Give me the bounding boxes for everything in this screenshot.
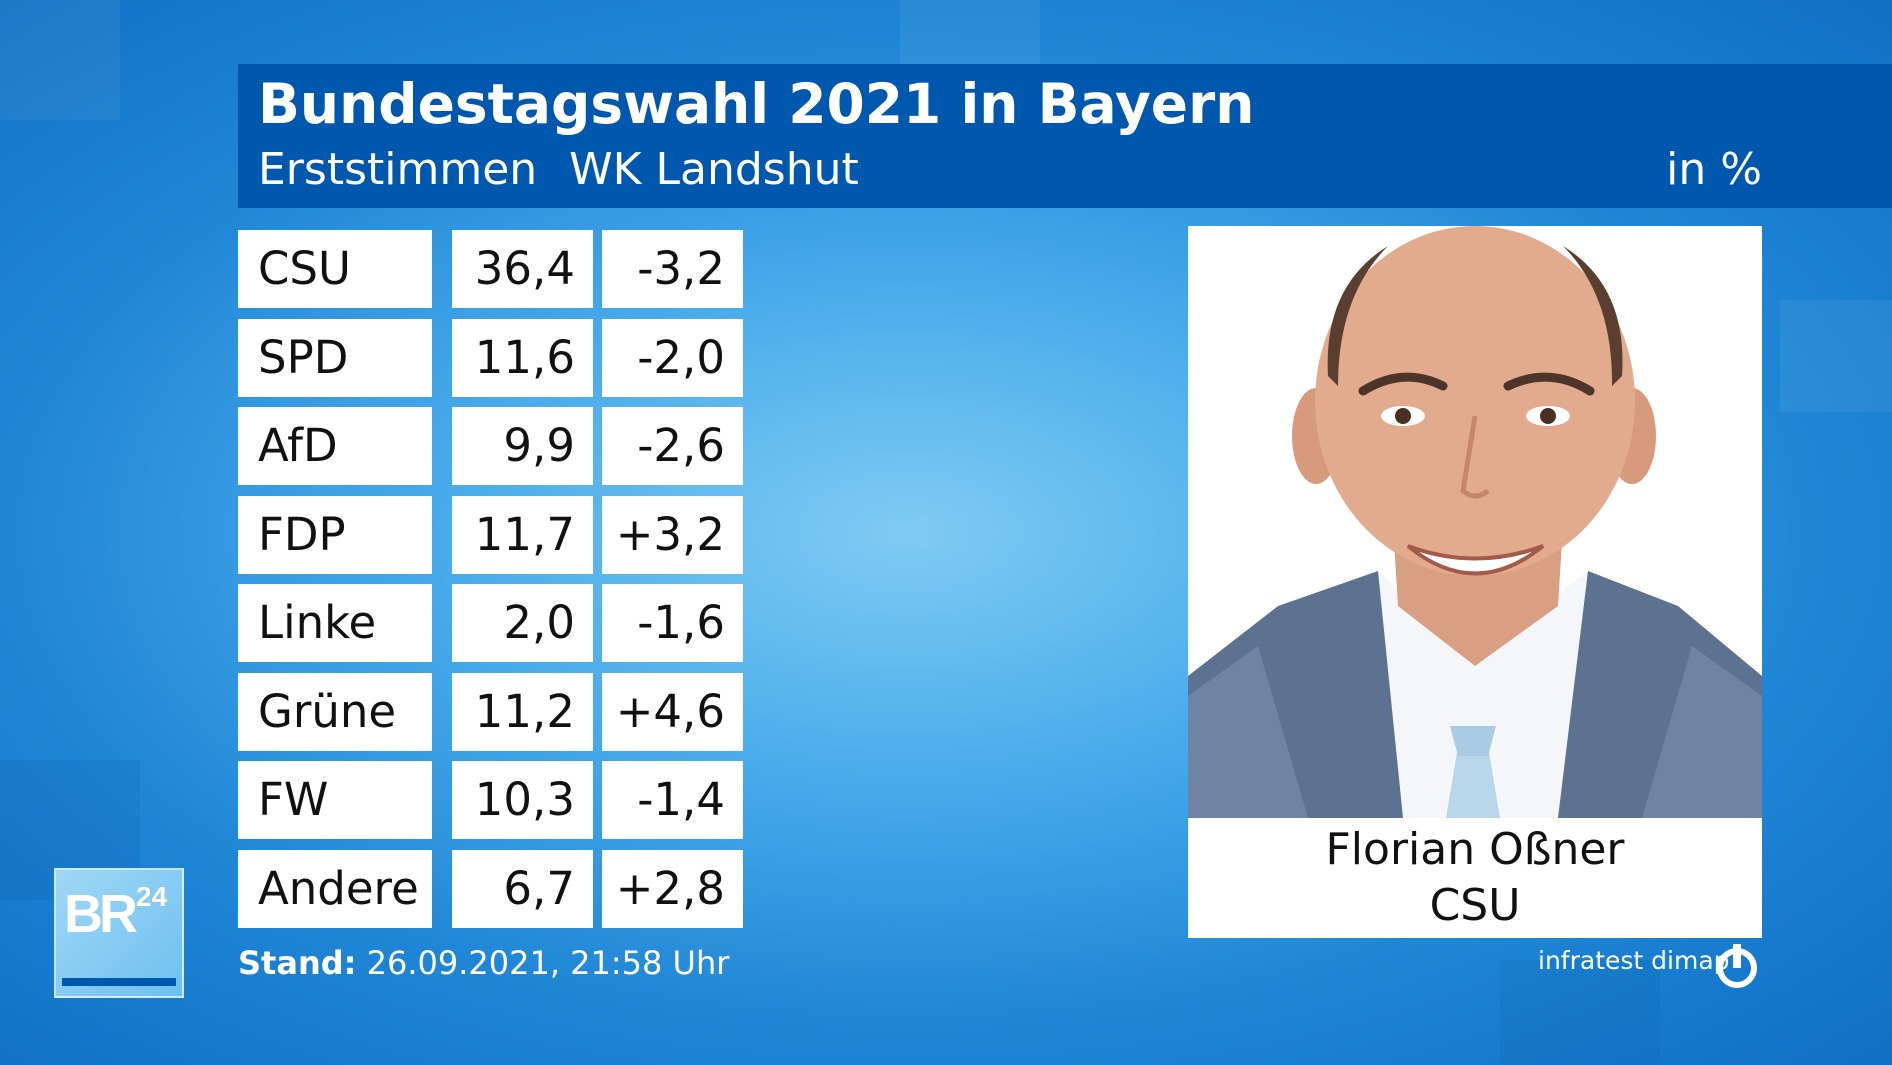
share-cell: 11,7 [452, 496, 593, 574]
difference-cell: -1,6 [602, 584, 743, 662]
candidate-party: CSU [1429, 880, 1521, 931]
share-cell: 36,4 [452, 230, 593, 308]
difference-cell: +2,8 [602, 850, 743, 928]
vote-type: Erststimmen [258, 144, 538, 195]
candidate-portrait [1188, 226, 1762, 818]
chart-title: Bundestagswahl 2021 in Bayern [258, 72, 1255, 136]
candidate-card: Florian Oßner CSU [1188, 226, 1762, 938]
timestamp-value: 26.09.2021, 21:58 Uhr [366, 944, 730, 982]
share-cell: 11,2 [452, 673, 593, 751]
svg-text:BR: BR [64, 884, 137, 944]
difference-cell: +3,2 [602, 496, 743, 574]
chart-subtitle: Erststimmen WK Landshut [258, 144, 859, 195]
party-cell: SPD [238, 319, 432, 397]
party-cell: Grüne [238, 673, 432, 751]
unit-label: in % [1666, 144, 1762, 195]
chart-header: Bundestagswahl 2021 in Bayern Erststimme… [238, 64, 1892, 208]
br24-logo: BR 24 [54, 868, 184, 998]
party-cell: Andere [238, 850, 432, 928]
share-cell: 6,7 [452, 850, 593, 928]
party-cell: FW [238, 761, 432, 839]
constituency-name: WK Landshut [569, 144, 859, 195]
background-tile [900, 0, 1040, 64]
party-cell: FDP [238, 496, 432, 574]
timestamp: Stand: 26.09.2021, 21:58 Uhr [238, 944, 729, 982]
timestamp-label: Stand: [238, 944, 357, 982]
svg-text:24: 24 [136, 881, 168, 912]
background-tile [1780, 300, 1892, 412]
background-tile [0, 0, 120, 120]
infratest-logo-icon [1713, 944, 1761, 992]
share-cell: 11,6 [452, 319, 593, 397]
difference-cell: -2,6 [602, 407, 743, 485]
background-tile [1500, 960, 1660, 1065]
party-cell: AfD [238, 407, 432, 485]
party-cell: CSU [238, 230, 432, 308]
candidate-name: Florian Oßner [1325, 824, 1625, 875]
difference-cell: -2,0 [602, 319, 743, 397]
party-cell: Linke [238, 584, 432, 662]
share-cell: 10,3 [452, 761, 593, 839]
share-cell: 2,0 [452, 584, 593, 662]
share-cell: 9,9 [452, 407, 593, 485]
difference-cell: -1,4 [602, 761, 743, 839]
difference-cell: +4,6 [602, 673, 743, 751]
source-label: infratest dimap [1538, 946, 1730, 975]
difference-cell: -3,2 [602, 230, 743, 308]
